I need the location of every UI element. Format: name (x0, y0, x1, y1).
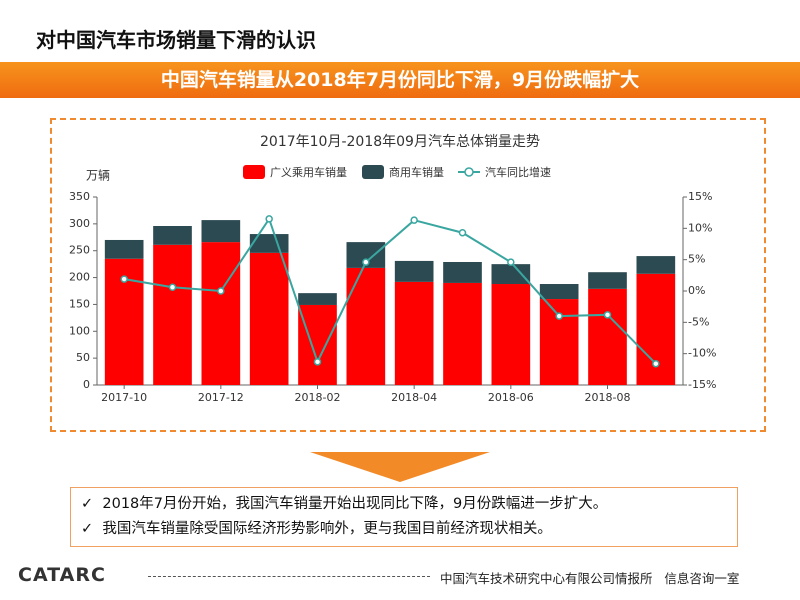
bullet: ✓ 2018年7月份开始，我国汽车销量开始出现同比下降，9月份跌幅进一步扩大。 (81, 496, 608, 512)
bullet-box: ✓ 2018年7月份开始，我国汽车销量开始出现同比下降，9月份跌幅进一步扩大。 … (70, 487, 738, 547)
y2-tick-label: 10% (688, 221, 712, 234)
line-point (652, 359, 660, 368)
bar (539, 299, 579, 385)
legend-swatch (243, 165, 265, 179)
footer: CATARC 中国汽车技术研究中心有限公司情报所 信息咨询一室 (0, 562, 800, 592)
line-point (458, 228, 467, 237)
y-tick-label: 300 (69, 217, 90, 230)
footer-text: 中国汽车技术研究中心有限公司情报所 信息咨询一室 (440, 571, 740, 586)
y2-tick-label: -15% (688, 378, 716, 391)
bar (394, 260, 434, 282)
bar (153, 226, 192, 245)
line-point (120, 275, 128, 283)
x-tick-label: 2018-08 (585, 391, 631, 404)
line-point (168, 283, 177, 291)
bar (636, 256, 676, 274)
line-point (313, 358, 322, 366)
x-tick-label: 2018-02 (295, 391, 341, 404)
line-point (555, 312, 563, 320)
y-tick-label: 250 (69, 244, 90, 257)
x-tick-label: 2018-06 (488, 391, 534, 404)
legend-label: 广义乘用车销量 (270, 165, 347, 179)
bar (588, 288, 627, 385)
bar (491, 264, 531, 285)
bar (636, 273, 676, 385)
bar (588, 272, 627, 289)
legend-swatch (464, 167, 474, 177)
y-tick-label: 100 (69, 324, 90, 337)
line-point (507, 258, 515, 266)
y-tick-label: 350 (69, 190, 90, 203)
line-point (410, 216, 418, 224)
x-tick-label: 2017-12 (198, 391, 244, 404)
legend-label: 汽车同比增速 (485, 165, 551, 179)
legend-swatch (362, 165, 384, 179)
bar (201, 220, 241, 243)
bar (346, 267, 386, 385)
y2-tick-label: -10% (688, 347, 716, 360)
chart-title: 2017年10月-2018年09月汽车总体销量走势 (260, 133, 540, 150)
line-point (265, 215, 273, 223)
bar (539, 284, 579, 300)
y-tick-label: 150 (69, 297, 90, 310)
y-tick-label: 0 (83, 378, 90, 391)
footer-rule (148, 576, 430, 577)
chart-frame (50, 118, 766, 432)
bar (249, 234, 289, 253)
y-tick-label: 200 (69, 271, 90, 284)
banner: 中国汽车销量从2018年7月份同比下滑，9月份跌幅扩大 (0, 62, 800, 98)
logo: CATARC (18, 564, 106, 586)
bar (104, 239, 144, 259)
bar (249, 252, 289, 385)
line-point (603, 311, 612, 319)
bar (443, 261, 482, 283)
slide-title: 对中国汽车市场销量下滑的认识 (36, 28, 316, 52)
bullet: ✓ 我国汽车销量除受国际经济形势影响外，更与我国目前经济现状相关。 (81, 521, 552, 537)
legend-label: 商用车销量 (389, 165, 444, 179)
y-axis-label: 万辆 (86, 169, 110, 183)
bullet-text: 我国汽车销量除受国际经济形势影响外，更与我国目前经济现状相关。 (102, 521, 552, 537)
bar (298, 304, 337, 385)
bar (491, 284, 531, 385)
bar (443, 282, 482, 385)
y2-tick-label: -5% (688, 315, 709, 328)
line-point (362, 258, 370, 266)
x-tick-label: 2018-04 (391, 391, 437, 404)
bar (153, 244, 192, 385)
y2-tick-label: 5% (688, 253, 705, 266)
bullet-text: 2018年7月份开始，我国汽车销量开始出现同比下降，9月份跌幅进一步扩大。 (102, 496, 608, 512)
y2-tick-label: 0% (688, 284, 705, 297)
line (124, 216, 657, 365)
bar (298, 293, 337, 305)
arrow (310, 452, 490, 482)
y2-tick-label: 15% (688, 190, 712, 203)
x-tick-label: 2017-10 (101, 391, 147, 404)
y-tick-label: 50 (76, 351, 90, 364)
bar (201, 242, 241, 385)
line-point (217, 287, 225, 295)
bar (394, 281, 434, 385)
